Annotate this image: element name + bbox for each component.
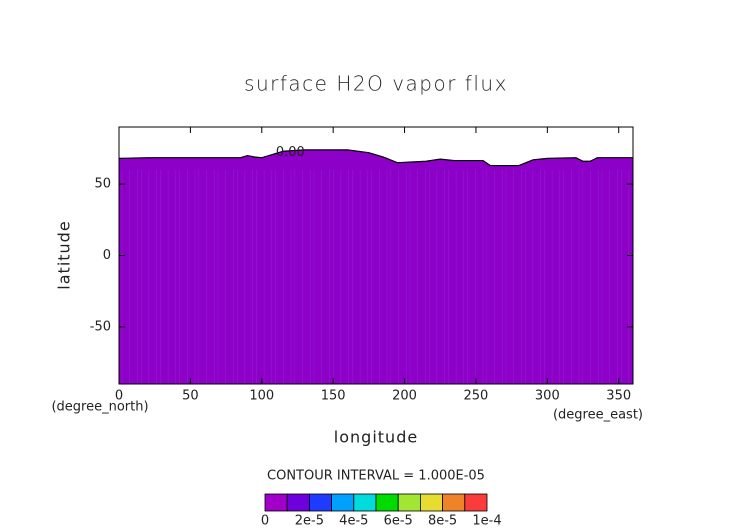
- x-tick-label: 0: [115, 389, 123, 404]
- y-tick-label: 0: [103, 248, 111, 263]
- colorbar-box: [375, 493, 399, 512]
- colorbar-label: 8e-5: [428, 514, 457, 529]
- x-axis-label: longitude: [334, 428, 418, 447]
- colorbar-box: [308, 493, 332, 512]
- x-unit: (degree_east): [553, 408, 643, 423]
- x-tick-label: 50: [182, 389, 199, 404]
- y-tick-label: -50: [90, 319, 111, 334]
- x-tick-label: 300: [535, 389, 560, 404]
- colorbar-box: [353, 493, 377, 512]
- colorbar-box: [442, 493, 466, 512]
- contour-interval: CONTOUR INTERVAL = 1.000E-05: [267, 469, 485, 484]
- x-tick-label: 350: [606, 389, 631, 404]
- x-tick-label: 100: [249, 389, 274, 404]
- colorbar-label: 6e-5: [384, 514, 413, 529]
- y-unit: (degree_north): [51, 400, 148, 415]
- x-tick-label: 250: [464, 389, 489, 404]
- colorbar-box: [464, 493, 488, 512]
- colorbar-box: [286, 493, 310, 512]
- colorbar-box: [264, 493, 288, 512]
- y-tick-label: 50: [94, 177, 111, 192]
- filled-region: [119, 149, 633, 384]
- colorbar-label: 1e-4: [472, 514, 501, 529]
- contour-line: [118, 149, 633, 167]
- x-tick-label: 200: [392, 389, 417, 404]
- colorbar-label: 0: [261, 514, 269, 529]
- colorbar-label: 2e-5: [295, 514, 324, 529]
- colorbar-box: [419, 493, 443, 512]
- chart-title: surface H2O vapor flux: [244, 72, 508, 96]
- colorbar-label: 4e-5: [339, 514, 368, 529]
- x-tick-label: 150: [321, 389, 346, 404]
- colorbar-box: [331, 493, 355, 512]
- contour-label: 0.00: [276, 145, 305, 160]
- y-axis-label: latitude: [55, 220, 74, 289]
- colorbar-box: [397, 493, 421, 512]
